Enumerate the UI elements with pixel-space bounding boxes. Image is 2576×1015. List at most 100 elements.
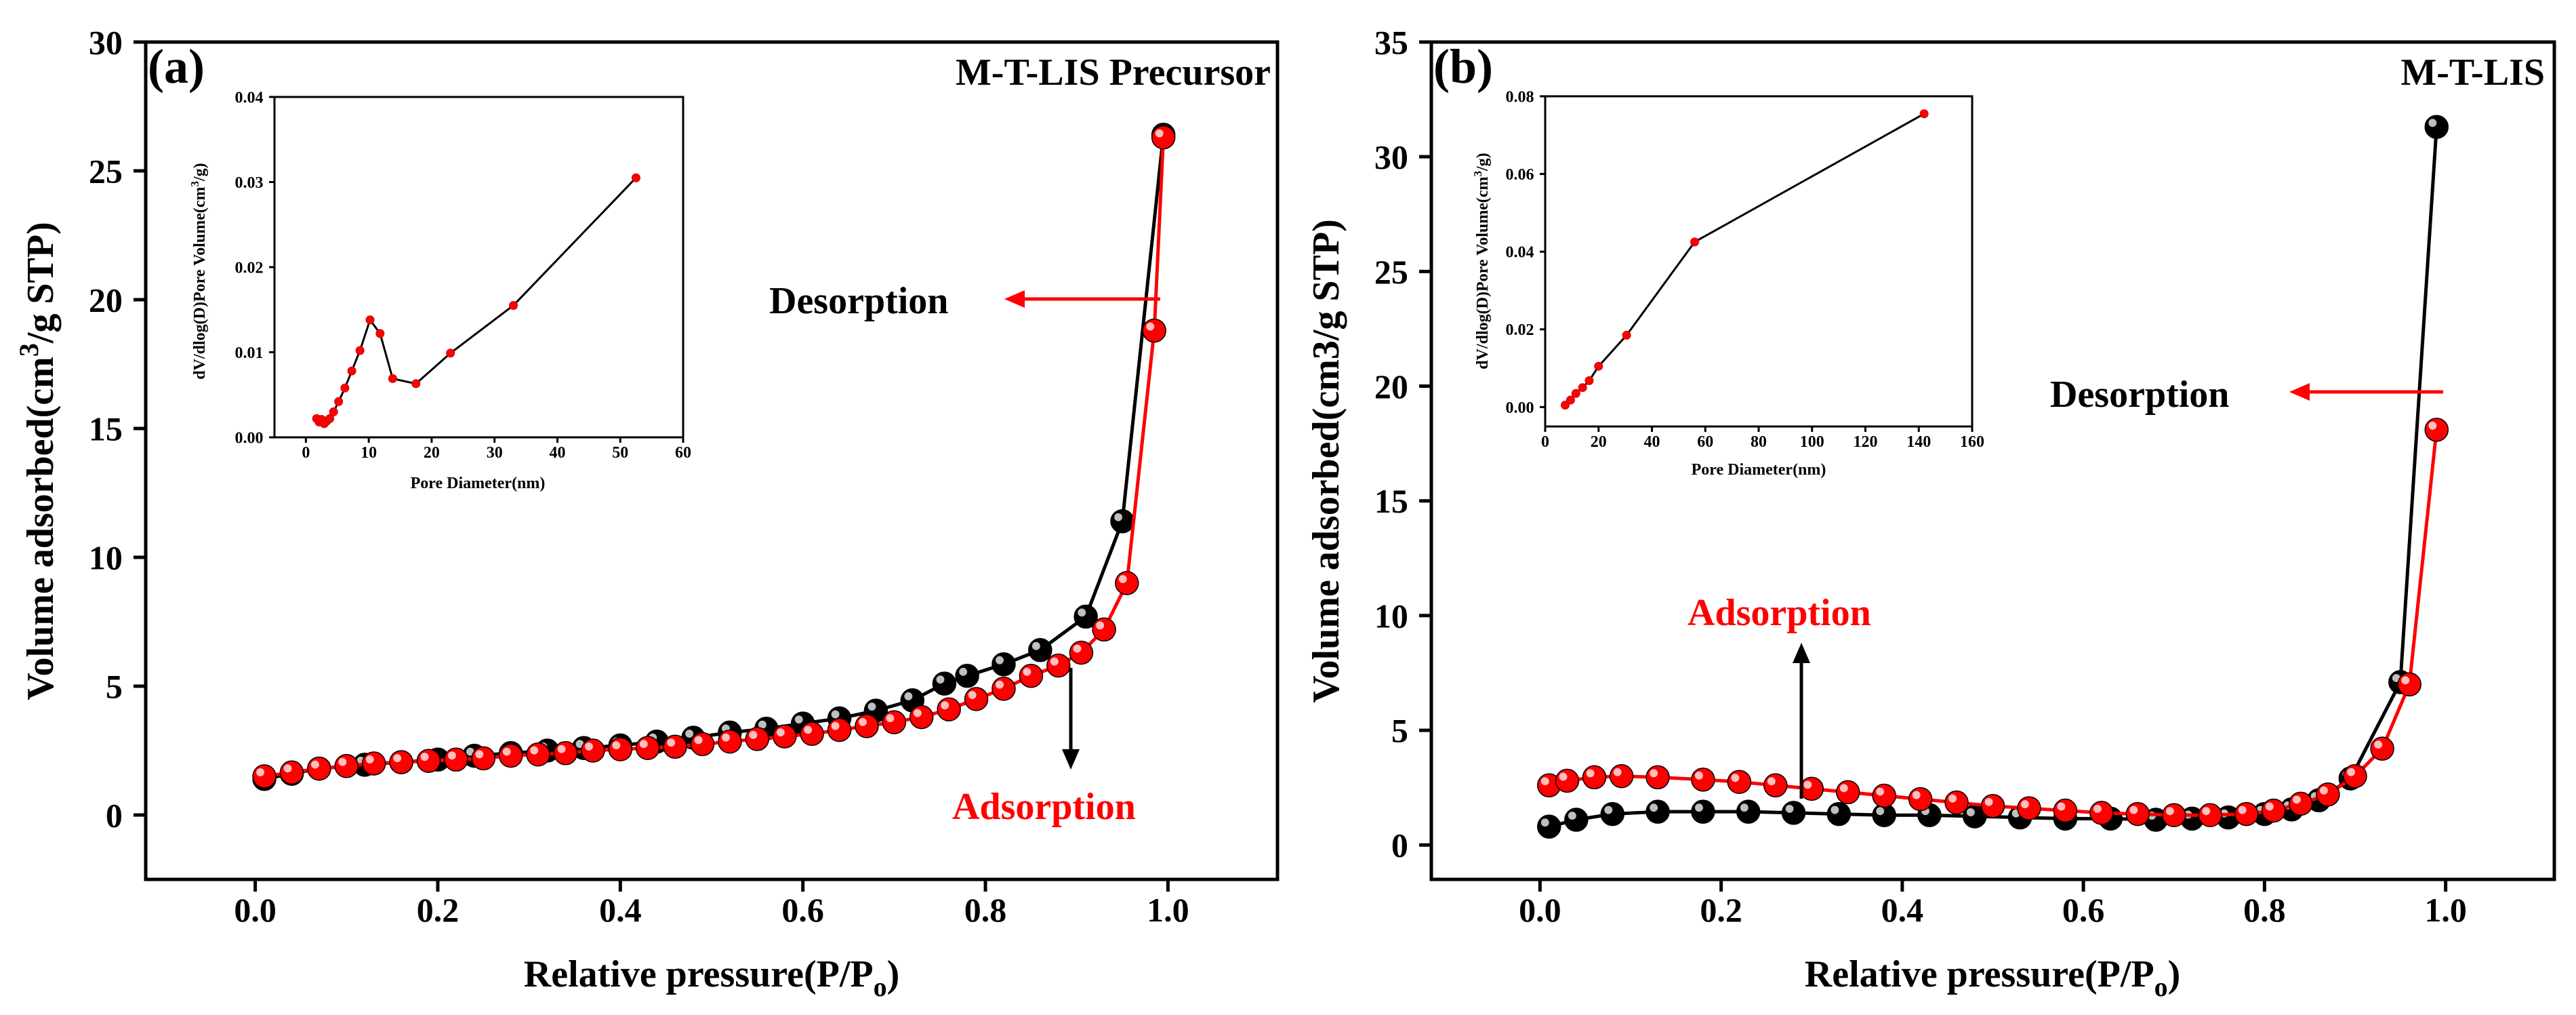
panel-b-y-tick-label: 0 [1391,827,1408,864]
panel-b-inset-x-tick-label: 20 [1591,433,1607,451]
panel-a-inset-pore-point [325,414,335,423]
panel-b-adsorption-point [2162,803,2186,828]
panel-a-adsorption-point-highlight [1118,575,1127,583]
panel-a-adsorption-point [690,732,715,757]
panel-b-y-tick-label: 20 [1374,367,1408,405]
panel-b-y-tick-label: 30 [1374,138,1408,176]
panel-b-adsorption-point-highlight [1767,777,1776,786]
panel-b-title: M-T-LIS [2400,52,2545,94]
panel-b-y-tick-label: 5 [1391,712,1408,750]
panel-a-adsorption-point [718,729,742,754]
panel-b-adsorption-point [1555,768,1580,793]
panel-a-adsorption-point-highlight [393,754,402,763]
panel-b-adsorption-point [2397,672,2421,697]
panel-a-desorption-point-highlight [685,730,694,738]
panel-a-desorption-point-highlight [1114,513,1123,521]
panel-b-desorption-point-highlight [1540,818,1549,827]
panel-a-adsorption-point [307,756,331,781]
panel-b-inset-pore-point [1919,109,1929,119]
panel-a-adsorption-point [937,697,961,721]
panel-b-adsorption-point-highlight [1984,797,1993,806]
panel-a-inset-pore-point [355,346,365,355]
panel-b-inset-x-tick-label: 0 [1541,433,1549,451]
panel-a-adsorption-point [252,764,277,789]
panel-a-adsorption-point-highlight [859,718,867,726]
panel-b-frame [1429,40,2556,881]
panel-b-adsorption-point [1835,780,1860,805]
panel-a-inset-y-tick-label: 0.04 [235,89,264,106]
panel-b-inset-pore-point [1566,395,1575,405]
panel-b-adsorption-point [1691,768,1715,792]
panel-b-adsorption-point-highlight [2320,786,2328,795]
panel-b-y-tick-label: 10 [1374,597,1408,635]
panel-b-inset: 0 20 40 60 80 100 120 140 160 0.000.020.040.060.… [1471,88,1984,479]
panel-a-desorption-point [932,671,957,696]
panel-a-adsorption-point-highlight [667,738,676,747]
panel-b-desorption-point [1826,801,1852,827]
panel-b-desorption-point [1645,799,1670,824]
panel-b-adsorption-point-highlight [1839,784,1848,793]
panel-a-inset-y-tick-label: 0.02 [235,259,264,277]
panel-a-adsorption-point-highlight [996,680,1004,689]
panel-b-series [1536,115,2449,839]
panel-a-adsorption-point [827,717,852,742]
panel-a-desorption-point-highlight [1078,608,1086,617]
panel-a-adsorption-point-highlight [749,731,758,739]
panel-a-adsorption-point [361,751,386,776]
panel-b-y-tick-label: 35 [1374,24,1408,62]
panel-b-adsorption-point-highlight [1948,794,1957,803]
panel-b-adsorption-point [1763,773,1788,798]
panel-b-x-tick-label: 0.8 [2243,891,2286,929]
panel-b-adsorption-point-highlight [2093,804,2102,813]
panel-a-adsorption-point-highlight [968,691,977,699]
panel-a-inset-pore-point [340,383,350,393]
panel-a-adsorption-point [416,749,441,773]
panel-b-y-tick-label: 25 [1374,253,1408,291]
panel-b: (b) M-T-LIS 0.0 0.2 0.4 0.6 0.8 1.0 0 5 10 15 20 2… [1305,24,2556,1002]
panel-a-desorption-point-highlight [794,715,803,724]
panel-a-adsorption-point-highlight [886,714,895,723]
panel-b-inset-x-axis: 0 20 40 60 80 100 120 140 160 [1541,426,1984,451]
panel-b-inset-pore-point [1585,376,1594,385]
panel-b-desorption-point [1736,799,1761,824]
panel-a-inset-y-tick-label: 0.00 [235,429,264,447]
panel-b-desorption-point [1536,814,1561,839]
panel-b-inset-x-tick-label: 120 [1854,433,1878,451]
panel-b-inset-y-tick-label: 0.06 [1506,166,1534,184]
panel-b-inset-pore-point [1622,330,1631,340]
panel-a-adsorption-point [1151,125,1176,150]
panel-a-adsorption-arrowhead [1062,749,1080,770]
panel-a-frame [144,40,1280,881]
panel-a-adsorption-point-highlight [557,744,566,753]
panel-b-adsorption-point [2343,763,2367,789]
panel-a-title: M-T-LIS Precursor [956,52,1271,94]
panel-b-adsorption-point [1609,763,1634,789]
panel-b-desorption-point-highlight [1740,803,1749,812]
panel-a-desorption-label: Desorption [769,280,948,322]
panel-b-inset-x-tick-label: 140 [1906,433,1931,451]
panel-b-label: (b) [1433,39,1493,94]
panel-b-adsorption-point [2017,796,2041,820]
panel-a-adsorption-point [1019,664,1044,688]
panel-b-y-tick-label: 15 [1374,482,1408,520]
panel-b-adsorption-line [1549,429,2438,817]
panel-b-adsorption-point [2262,798,2286,823]
panel-b-adsorption-point [2424,418,2449,442]
panel-b-inset-x-tick-label: 40 [1644,433,1660,451]
panel-a-inset-x-tick-label: 40 [549,444,565,462]
panel-a-inset-pore-point [375,329,385,338]
panel-a-desorption-point-highlight [867,702,876,711]
panel-a-adsorption-point [772,724,797,749]
panel-a-adsorption-point [389,750,413,774]
panel-a-desorption-point-highlight [831,710,840,719]
panel-a-inset-x-tick-label: 30 [487,444,503,462]
panel-a-adsorption-point [444,747,468,772]
panel-b-x-tick-label: 0.6 [2062,891,2105,929]
panel-a-desorption-point-highlight [996,656,1004,664]
panel-a-adsorption-point [964,687,989,711]
panel-b-adsorption-point [1872,783,1896,808]
panel-b-inset-x-tick-label: 60 [1697,433,1713,451]
panel-a-y-axis: 0 5 10 15 20 25 30 [89,24,146,835]
panel-b-adsorption-point [1727,770,1752,794]
panel-a-inset-x-tick-label: 60 [675,444,691,462]
